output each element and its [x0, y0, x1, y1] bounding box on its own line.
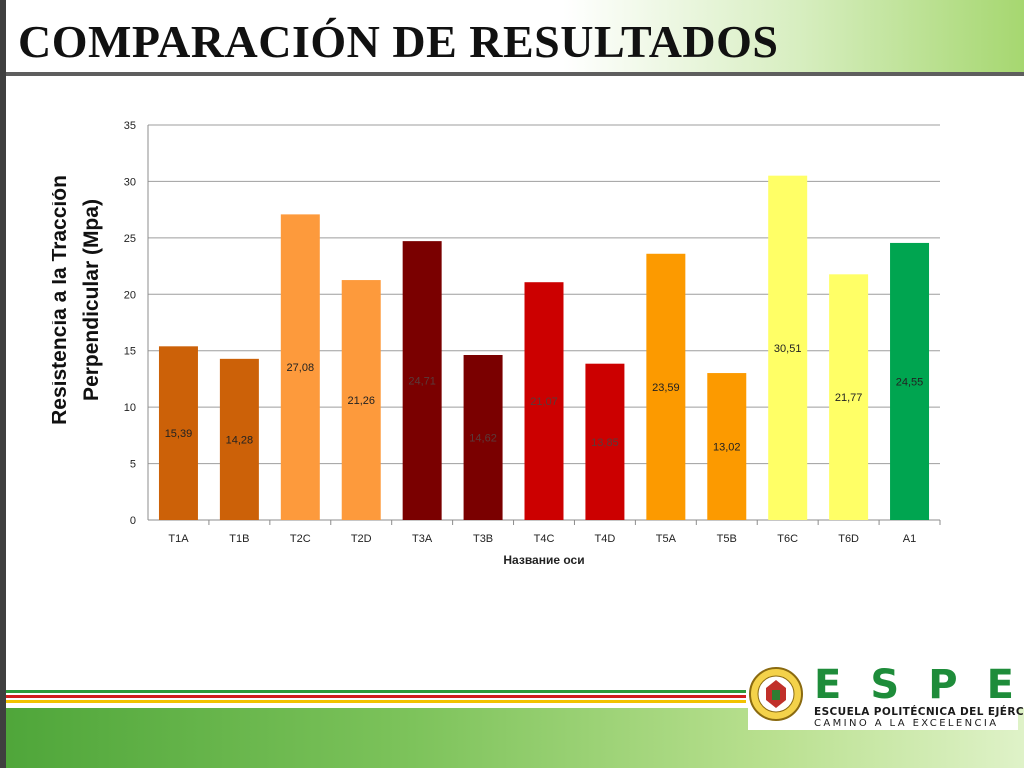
- data-label: 27,08: [287, 362, 315, 374]
- y-tick-label: 25: [124, 233, 136, 245]
- bar-t1a: [158, 346, 198, 520]
- institution-seal-icon: [749, 667, 803, 721]
- bar-t4d: [585, 363, 625, 520]
- espe-letter: E: [814, 662, 842, 708]
- y-axis-title: Resistencia a la Tracción Perpendicular …: [52, 175, 103, 425]
- espe-letter: S: [870, 662, 900, 708]
- x-tick-label: T2D: [351, 533, 372, 545]
- logo-institution-name: ESCUELA POLITÉCNICA DEL EJÉRCITO: [814, 706, 1024, 718]
- bar-t1b: [219, 358, 259, 520]
- x-tick-label: T4C: [534, 533, 555, 545]
- data-label: 21,07: [530, 396, 558, 408]
- y-tick-label: 30: [124, 176, 136, 188]
- y-tick-label: 20: [124, 289, 136, 301]
- espe-letter: E: [986, 662, 1014, 708]
- x-tick-label: T2C: [290, 533, 311, 545]
- espe-letter: P: [928, 662, 958, 708]
- bar-t5a: [646, 253, 686, 520]
- data-label: 24,71: [408, 376, 436, 388]
- slide-frame-left: [0, 0, 6, 768]
- bar-t2d: [341, 280, 381, 520]
- header-rule: [6, 72, 1024, 76]
- data-label: 14,62: [469, 433, 497, 445]
- data-label: 30,51: [774, 343, 802, 355]
- x-tick-label: T4D: [595, 533, 616, 545]
- bar-t3a: [402, 241, 442, 520]
- bar-t4c: [524, 282, 564, 520]
- y-axis-title-line1: Resistencia a la Tracción: [52, 175, 71, 425]
- data-label: 13,85: [591, 437, 619, 449]
- x-tick-label: T1A: [168, 533, 189, 545]
- x-axis-title: Название оси: [503, 553, 584, 567]
- data-label: 21,26: [347, 395, 375, 407]
- y-tick-label: 10: [124, 402, 136, 414]
- y-tick-label: 35: [124, 120, 136, 132]
- bar-t6c: [768, 175, 808, 520]
- slide-title: COMPARACIÓN DE RESULTADOS: [18, 16, 779, 67]
- y-tick-label: 5: [130, 459, 136, 471]
- x-tick-label: T5B: [717, 533, 737, 545]
- bar-t5b: [707, 373, 747, 520]
- espe-logo: E S P E ESCUELA POLITÉCNICA DEL EJÉRCITO…: [748, 662, 1024, 730]
- x-tick-label: T6D: [838, 533, 859, 545]
- bar-t2c: [280, 214, 320, 520]
- y-axis-title-line2: Perpendicular (Mpa): [80, 199, 103, 401]
- bar-t3b: [463, 355, 503, 520]
- data-label: 21,77: [835, 392, 863, 404]
- espe-wordmark: E S P E: [814, 664, 1014, 706]
- bar-chart: 0 5 10 15 20 25 30 35 15,39 14,28 27,08 21,26 24,71…: [124, 120, 941, 567]
- y-tick-label: 0: [130, 515, 136, 527]
- y-tick-label: 15: [124, 346, 136, 358]
- x-tick-label: T3A: [412, 533, 433, 545]
- x-tick-label: T6C: [777, 533, 798, 545]
- logo-tagline: CAMINO A LA EXCELENCIA: [814, 718, 999, 729]
- data-label: 13,02: [713, 442, 741, 454]
- x-tick-label: T3B: [473, 533, 493, 545]
- bar-a1: [890, 242, 930, 520]
- x-tick-label: T5A: [656, 533, 677, 545]
- data-label: 23,59: [652, 382, 680, 394]
- header-band: [0, 0, 1024, 72]
- bar-t6d: [829, 274, 869, 520]
- x-tick-label: A1: [903, 533, 916, 545]
- data-label: 14,28: [226, 434, 254, 446]
- footer-stripes: [6, 690, 746, 703]
- data-label: 24,55: [896, 376, 924, 388]
- x-tick-label: T1B: [229, 533, 249, 545]
- data-label: 15,39: [165, 428, 193, 440]
